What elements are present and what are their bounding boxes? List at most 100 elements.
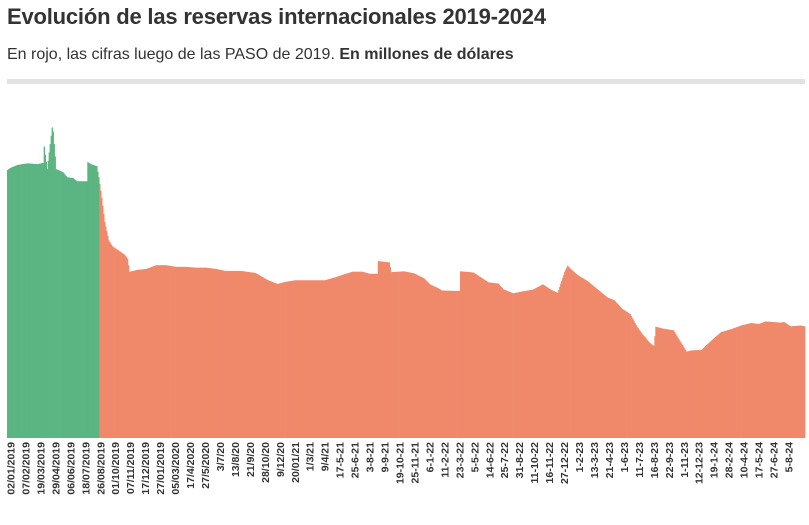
bar — [682, 345, 684, 438]
bar — [767, 321, 769, 438]
bar — [782, 322, 784, 438]
bar — [328, 279, 330, 438]
bar — [421, 277, 423, 438]
bar — [43, 146, 46, 438]
bar — [434, 286, 436, 438]
bar — [780, 322, 782, 438]
bar — [44, 154, 47, 439]
bar — [794, 326, 796, 438]
bar — [294, 280, 296, 438]
bar — [350, 272, 353, 438]
bar — [258, 275, 261, 438]
bar — [646, 339, 648, 438]
bar — [602, 294, 605, 438]
bar — [701, 349, 704, 438]
bar — [741, 325, 743, 438]
bar — [85, 181, 87, 438]
bar — [374, 273, 377, 438]
bar — [188, 267, 190, 438]
bar — [193, 267, 195, 438]
bar — [606, 297, 609, 438]
bar — [686, 351, 688, 438]
bar — [674, 332, 676, 438]
bar — [510, 292, 512, 438]
bar — [7, 169, 10, 438]
bar — [494, 283, 497, 438]
bar — [393, 271, 395, 438]
bar — [222, 270, 224, 438]
bar — [426, 281, 428, 438]
bar — [795, 325, 797, 438]
bar — [277, 283, 279, 438]
bar — [300, 280, 302, 438]
bar — [372, 273, 375, 438]
x-tick-label: 07/02/2019 — [20, 442, 32, 495]
bar — [432, 285, 434, 438]
bar — [377, 261, 380, 438]
bar — [292, 280, 294, 438]
bar — [305, 280, 307, 438]
x-tick-label: 1-6-23 — [619, 442, 631, 473]
bar — [313, 280, 315, 438]
bar — [132, 270, 135, 438]
bar — [451, 290, 453, 438]
bar — [309, 280, 311, 438]
bar — [524, 290, 526, 438]
bar — [290, 280, 292, 438]
bar — [664, 328, 666, 438]
bar — [465, 271, 468, 438]
header-divider — [7, 79, 805, 84]
bar — [456, 290, 458, 438]
bar — [543, 285, 545, 438]
bar — [571, 269, 573, 438]
bar — [342, 274, 344, 438]
bar — [549, 289, 551, 438]
bar — [105, 226, 107, 438]
bar — [259, 275, 262, 438]
bar — [65, 175, 67, 439]
bar — [20, 164, 23, 438]
bar — [108, 240, 110, 438]
bar — [487, 282, 490, 438]
bar — [139, 269, 142, 438]
bar — [640, 332, 642, 438]
bar — [238, 270, 241, 438]
bar — [693, 350, 696, 438]
bar — [183, 266, 185, 438]
bar — [245, 271, 248, 438]
bar — [345, 273, 347, 438]
bar — [166, 265, 168, 438]
bar — [224, 270, 226, 438]
x-tick-label: 17-5-24 — [754, 442, 766, 478]
x-tick-label: 06/06/2019 — [65, 442, 77, 495]
bar — [534, 288, 536, 438]
bar — [119, 251, 121, 438]
bar — [424, 279, 426, 438]
bar — [658, 327, 660, 438]
bar — [278, 283, 280, 438]
bar — [548, 288, 550, 438]
bar — [61, 171, 63, 438]
bar — [535, 288, 537, 438]
bar — [497, 283, 500, 438]
bar — [574, 272, 576, 438]
bar — [532, 289, 534, 438]
bar — [601, 293, 604, 438]
bar — [648, 341, 650, 438]
bar — [463, 271, 465, 438]
bar — [395, 271, 397, 438]
bar — [694, 350, 697, 438]
bar — [36, 164, 39, 438]
bar — [755, 323, 757, 438]
bar — [669, 329, 671, 438]
bar — [49, 144, 51, 439]
bar — [740, 325, 742, 438]
bar — [714, 337, 717, 438]
bar — [771, 321, 773, 438]
bar — [453, 290, 455, 438]
bar — [147, 268, 150, 438]
bar — [685, 349, 687, 438]
bar — [402, 271, 404, 438]
bar — [438, 288, 440, 438]
bar — [563, 274, 565, 438]
